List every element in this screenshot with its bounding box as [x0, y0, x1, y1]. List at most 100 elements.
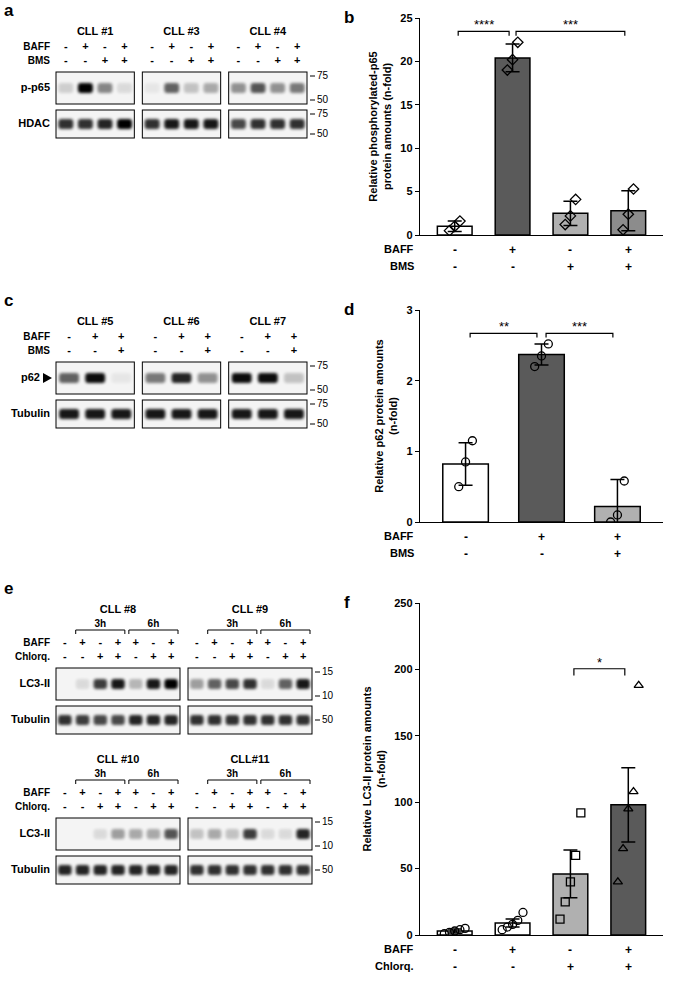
svg-text:+: + — [168, 650, 174, 662]
svg-text:*: * — [597, 655, 602, 670]
svg-text:+: + — [625, 960, 632, 974]
svg-text:+: + — [247, 636, 253, 648]
svg-text:1: 1 — [406, 445, 412, 457]
svg-text:Chlorq.: Chlorq. — [375, 960, 414, 972]
svg-text:CLL #8: CLL #8 — [100, 603, 136, 615]
svg-text:-: - — [154, 330, 158, 342]
svg-text:-: - — [266, 344, 270, 356]
svg-text:-: - — [152, 636, 156, 648]
svg-text:c: c — [4, 291, 13, 310]
svg-text:50: 50 — [317, 128, 329, 139]
svg-text:6h: 6h — [148, 768, 160, 779]
svg-text:-: - — [134, 650, 138, 662]
svg-text:+: + — [567, 260, 574, 274]
svg-text:CLL #6: CLL #6 — [163, 315, 199, 327]
svg-text:-: - — [230, 786, 234, 798]
svg-text:Tubulin: Tubulin — [11, 863, 50, 875]
svg-text:+: + — [168, 636, 174, 648]
svg-text:-: - — [170, 54, 174, 66]
svg-text:-: - — [213, 650, 217, 662]
svg-text:+: + — [294, 54, 300, 66]
svg-text:50: 50 — [322, 714, 334, 725]
svg-text:Relative phosphorylated-p65pro: Relative phosphorylated-p65protein amoun… — [367, 51, 393, 201]
svg-text:-: - — [230, 636, 234, 648]
svg-text:75: 75 — [317, 70, 329, 81]
svg-text:BAFF: BAFF — [384, 530, 414, 542]
svg-text:+: + — [150, 650, 156, 662]
svg-text:-: - — [256, 54, 260, 66]
svg-text:LC3-II: LC3-II — [19, 677, 50, 689]
svg-text:-: - — [284, 786, 288, 798]
svg-text:+: + — [509, 943, 516, 957]
svg-text:+: + — [121, 54, 127, 66]
svg-text:p-p65: p-p65 — [21, 81, 50, 93]
svg-text:50: 50 — [317, 418, 329, 429]
svg-text:6h: 6h — [280, 768, 292, 779]
svg-text:+: + — [168, 40, 174, 52]
svg-text:-: - — [464, 547, 468, 561]
svg-text:-: - — [568, 243, 572, 257]
svg-text:250: 250 — [394, 597, 412, 609]
svg-text:3h: 3h — [94, 768, 106, 779]
svg-text:3h: 3h — [94, 618, 106, 629]
svg-text:+: + — [625, 243, 632, 257]
svg-text:+: + — [247, 800, 253, 812]
svg-text:-: - — [568, 943, 572, 957]
svg-text:-: - — [64, 40, 68, 52]
svg-text:+: + — [614, 547, 621, 561]
svg-text:+: + — [97, 800, 103, 812]
svg-text:CLL #9: CLL #9 — [232, 603, 268, 615]
svg-text:Relative p62 protein amounts(n: Relative p62 protein amounts(n-fold) — [373, 339, 399, 492]
svg-text:d: d — [344, 300, 354, 319]
svg-text:+: + — [229, 800, 235, 812]
svg-text:-: - — [81, 650, 85, 662]
svg-text:-: - — [237, 54, 241, 66]
svg-text:0: 0 — [406, 929, 412, 941]
svg-text:+: + — [538, 530, 545, 544]
svg-text:+: + — [168, 786, 174, 798]
svg-text:+: + — [178, 330, 184, 342]
svg-text:+: + — [204, 330, 210, 342]
svg-text:-: - — [213, 800, 217, 812]
svg-text:+: + — [265, 330, 271, 342]
svg-text:+: + — [150, 800, 156, 812]
svg-text:25: 25 — [400, 12, 412, 24]
svg-text:Chlorq.: Chlorq. — [15, 801, 50, 812]
svg-text:+: + — [247, 786, 253, 798]
svg-text:10: 10 — [322, 840, 334, 851]
svg-text:-: - — [152, 786, 156, 798]
svg-text:15: 15 — [400, 99, 412, 111]
svg-text:15: 15 — [322, 666, 334, 677]
svg-text:Tubulin: Tubulin — [11, 407, 50, 419]
svg-text:+: + — [204, 344, 210, 356]
svg-text:-: - — [453, 260, 457, 274]
svg-text:-: - — [67, 330, 71, 342]
svg-text:BAFF: BAFF — [23, 637, 50, 648]
svg-text:-: - — [134, 800, 138, 812]
svg-text:+: + — [282, 800, 288, 812]
svg-text:-: - — [237, 40, 241, 52]
svg-text:+: + — [255, 40, 261, 52]
svg-text:-: - — [266, 650, 270, 662]
svg-text:6h: 6h — [148, 618, 160, 629]
svg-text:e: e — [4, 579, 13, 598]
svg-text:50: 50 — [400, 862, 412, 874]
svg-text:+: + — [92, 330, 98, 342]
svg-text:+: + — [625, 260, 632, 274]
svg-text:-: - — [103, 40, 107, 52]
svg-text:+: + — [291, 330, 297, 342]
svg-text:BMS: BMS — [390, 547, 414, 559]
svg-text:-: - — [150, 40, 154, 52]
svg-text:-: - — [64, 54, 68, 66]
svg-text:+: + — [300, 786, 306, 798]
svg-text:0: 0 — [406, 516, 412, 528]
svg-text:-: - — [195, 636, 199, 648]
svg-text:HDAC: HDAC — [18, 117, 50, 129]
svg-text:+: + — [132, 786, 138, 798]
svg-text:a: a — [4, 1, 14, 20]
svg-text:Chlorq.: Chlorq. — [15, 651, 50, 662]
svg-text:+: + — [229, 650, 235, 662]
svg-text:-: - — [195, 800, 199, 812]
svg-text:-: - — [84, 54, 88, 66]
svg-text:+: + — [300, 650, 306, 662]
